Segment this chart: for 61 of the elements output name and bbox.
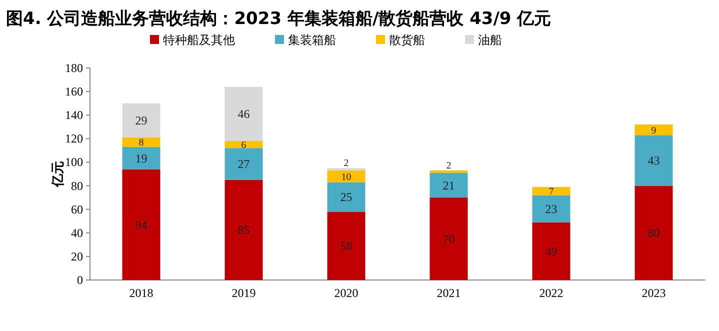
x-tick-label: 2020: [334, 286, 358, 300]
bar: [224, 180, 263, 280]
data-label: 8: [138, 138, 144, 149]
legend-label: 油船: [478, 33, 502, 47]
data-label: 23: [545, 202, 558, 216]
bar: [327, 182, 366, 212]
bar: [327, 212, 366, 280]
y-tick-label: 0: [77, 273, 83, 287]
data-label: 2: [344, 158, 349, 170]
data-label: 9: [651, 125, 656, 136]
data-label: 21: [442, 178, 455, 192]
bar: [430, 170, 468, 173]
bar: [532, 222, 570, 280]
bar: [634, 124, 673, 136]
data-label: 46: [238, 107, 250, 122]
data-label: 49: [545, 244, 558, 258]
y-tick-label: 60: [71, 202, 83, 216]
bar: [122, 137, 160, 147]
data-label: 7: [548, 186, 554, 198]
bar: [122, 103, 160, 138]
y-tick-label: 100: [65, 155, 83, 170]
data-label: 94: [135, 218, 148, 232]
x-tick-label: 2021: [436, 286, 461, 300]
data-label: 25: [340, 190, 352, 204]
y-tick-label: 80: [71, 178, 83, 193]
data-label: 70: [442, 232, 455, 246]
x-tick-label: 2023: [642, 286, 666, 300]
y-tick-label: 20: [71, 249, 83, 264]
data-label: 43: [648, 154, 660, 168]
bar: [224, 86, 263, 142]
data-label: 29: [135, 114, 148, 128]
bar: [122, 169, 160, 280]
y-tick-label: 120: [65, 132, 83, 146]
bar: [430, 198, 468, 280]
y-tick-label: 140: [65, 108, 83, 122]
data-label: 80: [648, 226, 660, 240]
bar: [224, 148, 263, 180]
legend-label: 特种船及其他: [163, 33, 235, 47]
data-label: 2: [446, 160, 452, 172]
data-label: 19: [135, 151, 148, 166]
bar: [634, 186, 673, 280]
bar: [327, 170, 366, 182]
chart-title: 图4. 公司造船业务营收结构：2023 年集装箱船/散货船营收 43/9 亿元: [6, 9, 552, 29]
x-tick-label: 2018: [129, 286, 154, 300]
bar: [634, 135, 673, 186]
y-tick-label: 180: [65, 61, 83, 75]
data-label: 85: [238, 223, 250, 238]
x-tick-label: 2019: [232, 286, 256, 300]
y-axis-title: 亿元: [51, 161, 66, 188]
data-label: 27: [238, 157, 250, 172]
bar: [122, 146, 160, 170]
data-label: 10: [341, 172, 352, 183]
bar: [430, 172, 468, 198]
legend-label: 集装箱船: [288, 33, 336, 47]
data-label: 58: [340, 239, 352, 254]
x-tick-label: 2022: [539, 286, 564, 300]
legend-label: 散货船: [389, 33, 425, 47]
y-tick-label: 160: [65, 84, 83, 99]
y-tick-label: 40: [71, 226, 83, 240]
bar: [532, 186, 570, 196]
bar: [532, 195, 570, 222]
